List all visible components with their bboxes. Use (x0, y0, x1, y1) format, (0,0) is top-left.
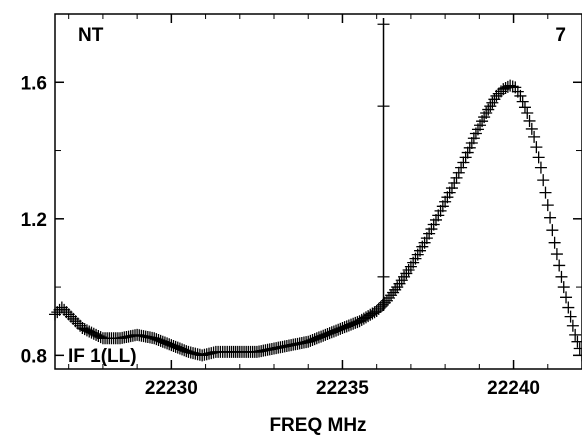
data-point (544, 211, 557, 224)
data-point (539, 186, 552, 199)
data-point (528, 130, 541, 143)
y-tick-label: 0.8 (21, 346, 47, 367)
vertical-marker (377, 18, 390, 311)
data-point (463, 141, 476, 154)
data-point (546, 224, 559, 237)
x-tick-label: 22230 (145, 378, 198, 399)
data-point (566, 319, 579, 332)
corner-label-top-right: 7 (555, 25, 566, 46)
data-point (537, 174, 550, 187)
data-point (459, 151, 472, 164)
data-point (518, 101, 531, 114)
data-point (560, 291, 573, 304)
data-point (548, 236, 561, 249)
data-point (467, 132, 480, 145)
plot-frame (54, 13, 582, 370)
data-point (571, 335, 582, 348)
data-point (525, 122, 538, 135)
corner-label-top-left: NT (78, 25, 104, 46)
x-tick-label: 22235 (316, 378, 369, 399)
data-point (461, 146, 474, 159)
data-point (389, 283, 402, 296)
data-point (448, 176, 461, 189)
data-points (49, 79, 582, 362)
data-point (514, 89, 527, 102)
data-point (532, 151, 545, 164)
data-point (455, 161, 468, 174)
data-point (573, 342, 582, 355)
data-point (576, 349, 582, 362)
y-tick-label: 1.2 (21, 210, 47, 231)
data-point (465, 137, 478, 150)
tick-marks (55, 13, 582, 369)
data-point (504, 79, 517, 92)
data-point (555, 270, 568, 283)
data-point (452, 166, 465, 179)
x-axis-label: FREQ MHz (269, 415, 366, 435)
data-point (557, 281, 570, 294)
data-point (541, 199, 554, 212)
data-point (569, 328, 582, 341)
corner-label-bottom-left: IF 1(LL) (68, 346, 137, 367)
tick-labels: 22230 22235 22240 0.8 1.2 1.6 (21, 73, 540, 399)
x-tick-label: 22240 (487, 378, 540, 399)
data-point (534, 161, 547, 174)
data-point (550, 248, 563, 261)
data-point (457, 156, 470, 169)
data-point (516, 95, 529, 108)
data-point (521, 106, 534, 119)
data-point (445, 182, 458, 195)
data-point (562, 301, 575, 314)
y-tick-label: 1.6 (21, 73, 47, 94)
data-point (523, 114, 536, 127)
data-point (553, 259, 566, 272)
data-point (530, 141, 543, 154)
data-point (450, 171, 463, 184)
data-point (564, 310, 577, 323)
data-point (506, 80, 519, 93)
